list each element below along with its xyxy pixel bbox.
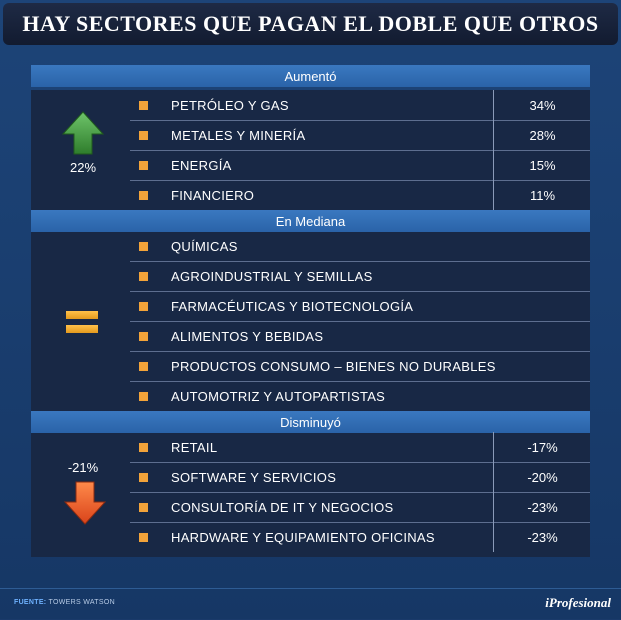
bullet-icon [139, 532, 148, 542]
equals-icon [66, 311, 98, 334]
sector-label: PRODUCTOS CONSUMO – BIENES NO DURABLES [171, 358, 496, 374]
table-row: FARMACÉUTICAS Y BIOTECNOLOGÍA [130, 291, 590, 321]
sector-label: AUTOMOTRIZ Y AUTOPARTISTAS [171, 388, 386, 404]
sector-label: FARMACÉUTICAS Y BIOTECNOLOGÍA [171, 298, 414, 314]
sector-value: 15% [493, 150, 591, 180]
table-row: FINANCIERO 11% [130, 180, 590, 210]
table-row: METALES Y MINERÍA 28% [130, 120, 590, 150]
table-row: HARDWARE Y EQUIPAMIENTO OFICINAS -23% [130, 522, 590, 552]
table-row: AUTOMOTRIZ Y AUTOPARTISTAS [130, 381, 590, 411]
row-divider [130, 261, 590, 262]
row-divider [130, 120, 590, 121]
sector-label: FINANCIERO [171, 187, 255, 203]
summary-aumento: 22% [69, 160, 97, 175]
row-divider [130, 150, 590, 151]
table-row: ALIMENTOS Y BEBIDAS [130, 321, 590, 351]
section-header-disminuyo: Disminuyó [31, 411, 590, 433]
sector-value: 28% [493, 120, 591, 150]
row-divider [130, 462, 590, 463]
sector-value: -23% [493, 492, 591, 522]
table-row: PRODUCTOS CONSUMO – BIENES NO DURABLES [130, 351, 590, 381]
sector-value: -23% [493, 522, 591, 552]
bullet-icon [139, 190, 148, 200]
sector-value: 34% [493, 90, 591, 120]
section-header-aumento: Aumentó [31, 65, 590, 87]
sector-label: PETRÓLEO Y GAS [171, 97, 289, 113]
row-divider [130, 522, 590, 523]
sector-label: SOFTWARE Y SERVICIOS [171, 469, 337, 485]
section-header-mediana: En Mediana [31, 210, 590, 232]
bullet-icon [139, 160, 148, 170]
footer: FUENTE: TOWERS WATSON iProfesional [0, 588, 621, 620]
table-row: AGROINDUSTRIAL Y SEMILLAS [130, 261, 590, 291]
bullet-icon [139, 130, 148, 140]
source-label: FUENTE: [14, 599, 47, 606]
table-row: SOFTWARE Y SERVICIOS -20% [130, 462, 590, 492]
table-row: RETAIL -17% [130, 432, 590, 462]
table-row: ENERGÍA 15% [130, 150, 590, 180]
bullet-icon [139, 502, 148, 512]
bullet-icon [139, 391, 148, 401]
sector-value: 11% [493, 180, 591, 210]
sector-value: -17% [493, 432, 591, 462]
row-divider [130, 291, 590, 292]
table-row: QUÍMICAS [130, 231, 590, 261]
sector-label: HARDWARE Y EQUIPAMIENTO OFICINAS [171, 529, 435, 545]
summary-disminuyo: -21% [67, 460, 99, 475]
table-row: PETRÓLEO Y GAS 34% [130, 90, 590, 120]
brand-logo: iProfesional [545, 595, 611, 610]
sector-label: ALIMENTOS Y BEBIDAS [171, 328, 324, 344]
row-divider [130, 321, 590, 322]
sector-label: ENERGÍA [171, 157, 232, 173]
source-text: TOWERS WATSON [46, 599, 115, 606]
up-arrow-icon [61, 111, 105, 155]
sector-label: QUÍMICAS [171, 238, 238, 254]
bullet-icon [139, 301, 148, 311]
page-title: HAY SECTORES QUE PAGAN EL DOBLE QUE OTRO… [3, 3, 618, 45]
sector-label: METALES Y MINERÍA [171, 127, 306, 143]
sector-label: AGROINDUSTRIAL Y SEMILLAS [171, 268, 373, 284]
bullet-icon [139, 241, 148, 251]
bullet-icon [139, 361, 148, 371]
row-divider [130, 351, 590, 352]
section-card-disminuyo [31, 432, 590, 557]
bullet-icon [139, 271, 148, 281]
bullet-icon [139, 472, 148, 482]
bullet-icon [139, 442, 148, 452]
bullet-icon [139, 100, 148, 110]
sector-value: -20% [493, 462, 591, 492]
table-row: CONSULTORÍA DE IT Y NEGOCIOS -23% [130, 492, 590, 522]
row-divider [130, 381, 590, 382]
sector-label: RETAIL [171, 439, 218, 455]
source-note: FUENTE: TOWERS WATSON [14, 599, 115, 606]
row-divider [130, 492, 590, 493]
row-divider [130, 180, 590, 181]
sector-label: CONSULTORÍA DE IT Y NEGOCIOS [171, 499, 394, 515]
bullet-icon [139, 331, 148, 341]
down-arrow-icon [63, 481, 107, 525]
